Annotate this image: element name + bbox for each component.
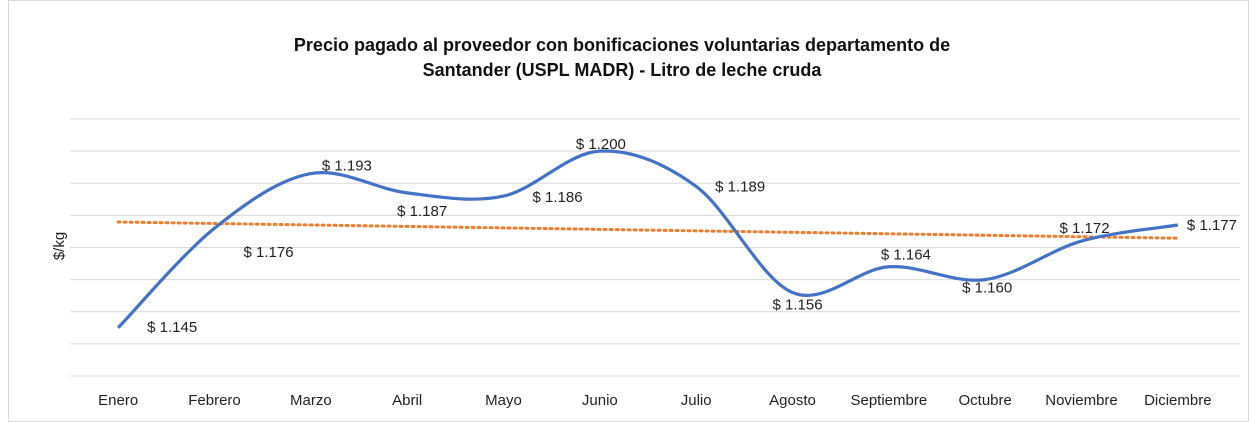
chart-title: Precio pagado al proveedor con bonificac… (294, 35, 950, 55)
data-label: $ 1.200 (576, 136, 626, 153)
data-label: $ 1.156 (773, 296, 823, 313)
x-tick-label: Julio (681, 392, 712, 409)
data-label: $ 1.164 (881, 247, 931, 264)
x-tick-label: Marzo (290, 392, 332, 409)
x-tick-label: Junio (582, 392, 618, 409)
data-label: $ 1.177 (1187, 217, 1237, 234)
series-line (117, 149, 1179, 329)
data-label: $ 1.145 (147, 319, 197, 336)
data-label: $ 1.172 (1060, 220, 1110, 237)
x-tick-label: Abril (392, 392, 422, 409)
chart-title: Santander (USPL MADR) - Litro de leche c… (423, 60, 823, 80)
chart-border (8, 0, 1249, 422)
x-tick-label: Noviembre (1045, 392, 1118, 409)
x-tick-label: Diciembre (1144, 392, 1212, 409)
y-axis-label: $/kg (51, 232, 68, 260)
data-label: $ 1.186 (533, 189, 583, 206)
data-label: $ 1.160 (962, 280, 1012, 297)
x-tick-label: Septiembre (850, 392, 927, 409)
x-tick-label: Febrero (188, 392, 241, 409)
data-label: $ 1.189 (715, 178, 765, 195)
data-label: $ 1.187 (397, 203, 447, 220)
data-label: $ 1.193 (322, 158, 372, 175)
x-tick-label: Agosto (769, 392, 816, 409)
data-label: $ 1.176 (244, 244, 294, 261)
x-tick-label: Enero (98, 392, 138, 409)
x-tick-label: Mayo (485, 392, 522, 409)
x-tick-label: Octubre (958, 392, 1011, 409)
trendline (116, 220, 1180, 240)
